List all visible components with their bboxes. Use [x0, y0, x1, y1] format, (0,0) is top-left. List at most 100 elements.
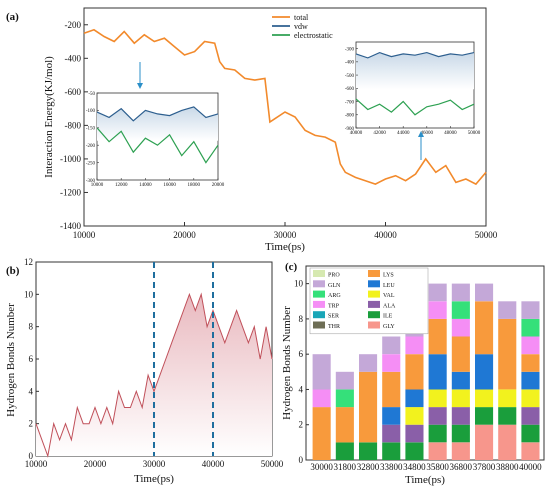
panel-a-y-tick-label: -1200: [60, 187, 81, 197]
bar-segment-leu: [475, 354, 494, 390]
panel-c-hydrogen-bonds-stacked-bar: (c) 0 2 4 6 8 10 30000 31800 32800 33800 34800 3580…: [281, 261, 545, 486]
legend-swatch-gly: [368, 321, 380, 329]
inset-y-tick-label: -500: [345, 74, 355, 79]
bar-segment-val: [475, 389, 494, 408]
bar-segment-leu: [428, 354, 447, 390]
bar-segment-gln: [335, 371, 354, 390]
panel-b-hydrogen-bonds-line: (b) 10000 20000 30000 40000 50000 0 2 4 6 8 10 12 T…: [5, 257, 284, 485]
panel-a-x-tick-label: 20000: [173, 230, 196, 240]
bar-segment-trp: [382, 354, 401, 372]
panel-c-x-tick-label: 31800: [334, 462, 357, 472]
bar-segment-lys: [451, 336, 470, 372]
panel-a-x-tick-label: 50000: [475, 230, 498, 240]
legend-swatch-trp: [313, 300, 325, 308]
bar-segment-gly: [521, 442, 540, 460]
bar-segment-lys: [335, 407, 354, 443]
panel-c-bars: [312, 283, 540, 460]
bar-segment-gly: [498, 424, 517, 460]
bar-segment-ala: [428, 407, 447, 425]
panel-a-y-tick-label: -400: [65, 53, 82, 63]
bar-segment-leu: [382, 407, 401, 425]
panel-a-ticks: 10000 20000 30000 40000 50000 -200 -400 -600 -80…: [60, 20, 498, 240]
bar-segment-gln: [359, 354, 378, 372]
panel-a-interaction-energy: (a) 10000 20000 30000 40000 50000 -200 -400 -60…: [6, 7, 498, 253]
legend-swatch-leu: [368, 280, 380, 288]
legend-label-arg: ARG: [328, 293, 341, 299]
panel-b-label: (b): [6, 265, 20, 277]
panel-b-y-tick-label: 10: [24, 289, 34, 299]
panel-a-arrows: [137, 62, 424, 160]
inset-x-tick-label: 14000: [139, 183, 152, 188]
panel-c-x-tick-label: 37800: [473, 462, 496, 472]
inset-y-tick-label: -700: [345, 100, 355, 105]
inset-series-line-electrostatic: [96, 127, 219, 164]
inset-y-tick-label: -150: [86, 127, 96, 132]
panel-b-ticks: 10000 20000 30000 40000 50000 0 2 4 6 8 10 12: [24, 257, 284, 469]
legend-label-thr: THR: [328, 324, 340, 330]
legend-swatch-pro: [313, 270, 325, 277]
legend-swatch-arg: [313, 290, 325, 298]
panel-c-label: (c): [285, 261, 298, 273]
bar-segment-ile: [335, 442, 354, 460]
legend-label-gln: GLN: [328, 283, 341, 289]
panel-b-y-tick-label: 0: [29, 451, 34, 461]
inset-x-tick-label: 20000: [212, 183, 225, 188]
bar-segment-ile: [475, 407, 494, 425]
bar-segment-val: [498, 389, 517, 408]
bar-segment-leu: [451, 371, 470, 390]
panel-c-x-tick-label: 33800: [380, 462, 403, 472]
panel-c-y-tick-label: 8: [299, 314, 304, 324]
panel-c-legend: GLY ILE ALA VAL LEU LYS THR SER TRP ARG GLN PRO: [309, 267, 429, 335]
bar-segment-ala: [451, 407, 470, 425]
panel-a-inset-right: 40000 42000 44000 46000 48000 50000 -300 -400 -5…: [345, 41, 481, 136]
panel-a-y-tick-label: -800: [65, 120, 82, 130]
legend-swatch-ile: [368, 311, 380, 319]
panel-c-x-tick-label: 38800: [496, 462, 519, 472]
inset-x-tick-label: 44000: [397, 131, 410, 136]
legend-swatch-lys: [368, 270, 380, 277]
inset-x-tick-label: 46000: [421, 131, 434, 136]
bar-segment-ala: [405, 424, 424, 443]
panel-b-series-line: [35, 262, 273, 458]
bar-segment-leu: [521, 371, 540, 390]
bar-segment-gln: [498, 301, 517, 319]
bar-segment-ile: [498, 407, 517, 425]
legend-label-electrostatic: electrostatic: [294, 31, 333, 40]
panel-b-y-axis-title: Hydrogen Bonds Number: [5, 303, 17, 417]
legend-label-lys: LYS: [383, 273, 394, 279]
panel-b-x-axis-title: Time(ps): [134, 473, 174, 485]
panel-c-ticks: 0 2 4 6 8 10 30000 31800 32800 33800 34800 35800 368…: [294, 279, 542, 472]
inset-x-tick-label: 42000: [373, 131, 386, 136]
legend-label-val: VAL: [383, 293, 395, 299]
legend-label-ser: SER: [328, 314, 339, 320]
inset-y-tick-label: -200: [86, 144, 96, 149]
inset-x-tick-label: 18000: [188, 183, 201, 188]
bar-segment-lys: [405, 354, 424, 390]
inset-y-tick-label: -100: [86, 109, 96, 114]
bar-segment-arg: [335, 389, 354, 408]
bar-segment-ala: [521, 407, 540, 425]
panel-b-x-tick-label: 20000: [84, 459, 107, 469]
panel-c-y-tick-label: 2: [299, 420, 304, 430]
legend-label-ile: ILE: [383, 314, 393, 320]
bar-segment-gln: [475, 283, 494, 302]
bar-segment-trp: [451, 318, 470, 337]
panel-a-y-tick-label: -1000: [60, 154, 81, 164]
bar-segment-ile: [382, 442, 401, 460]
panel-c-x-tick-label: 36800: [450, 462, 473, 472]
panel-b-series-line: [35, 292, 273, 458]
bar-segment-val: [405, 407, 424, 425]
panel-c-x-tick-label: 32800: [357, 462, 380, 472]
panel-c-y-tick-label: 6: [299, 349, 304, 359]
bar-segment-gly: [451, 442, 470, 460]
legend-label-leu: LEU: [383, 283, 395, 289]
inset-y-tick-label: -300: [86, 179, 96, 184]
panel-b-x-tick-label: 40000: [202, 459, 225, 469]
legend-label-vdw: vdw: [294, 22, 308, 31]
panel-a-x-tick-label: 10000: [73, 230, 96, 240]
legend-label-trp: TRP: [328, 303, 340, 309]
legend-swatch-gln: [313, 280, 325, 288]
panel-a-y-axis-title: Interaction Energy(KJ/mol): [43, 56, 55, 178]
